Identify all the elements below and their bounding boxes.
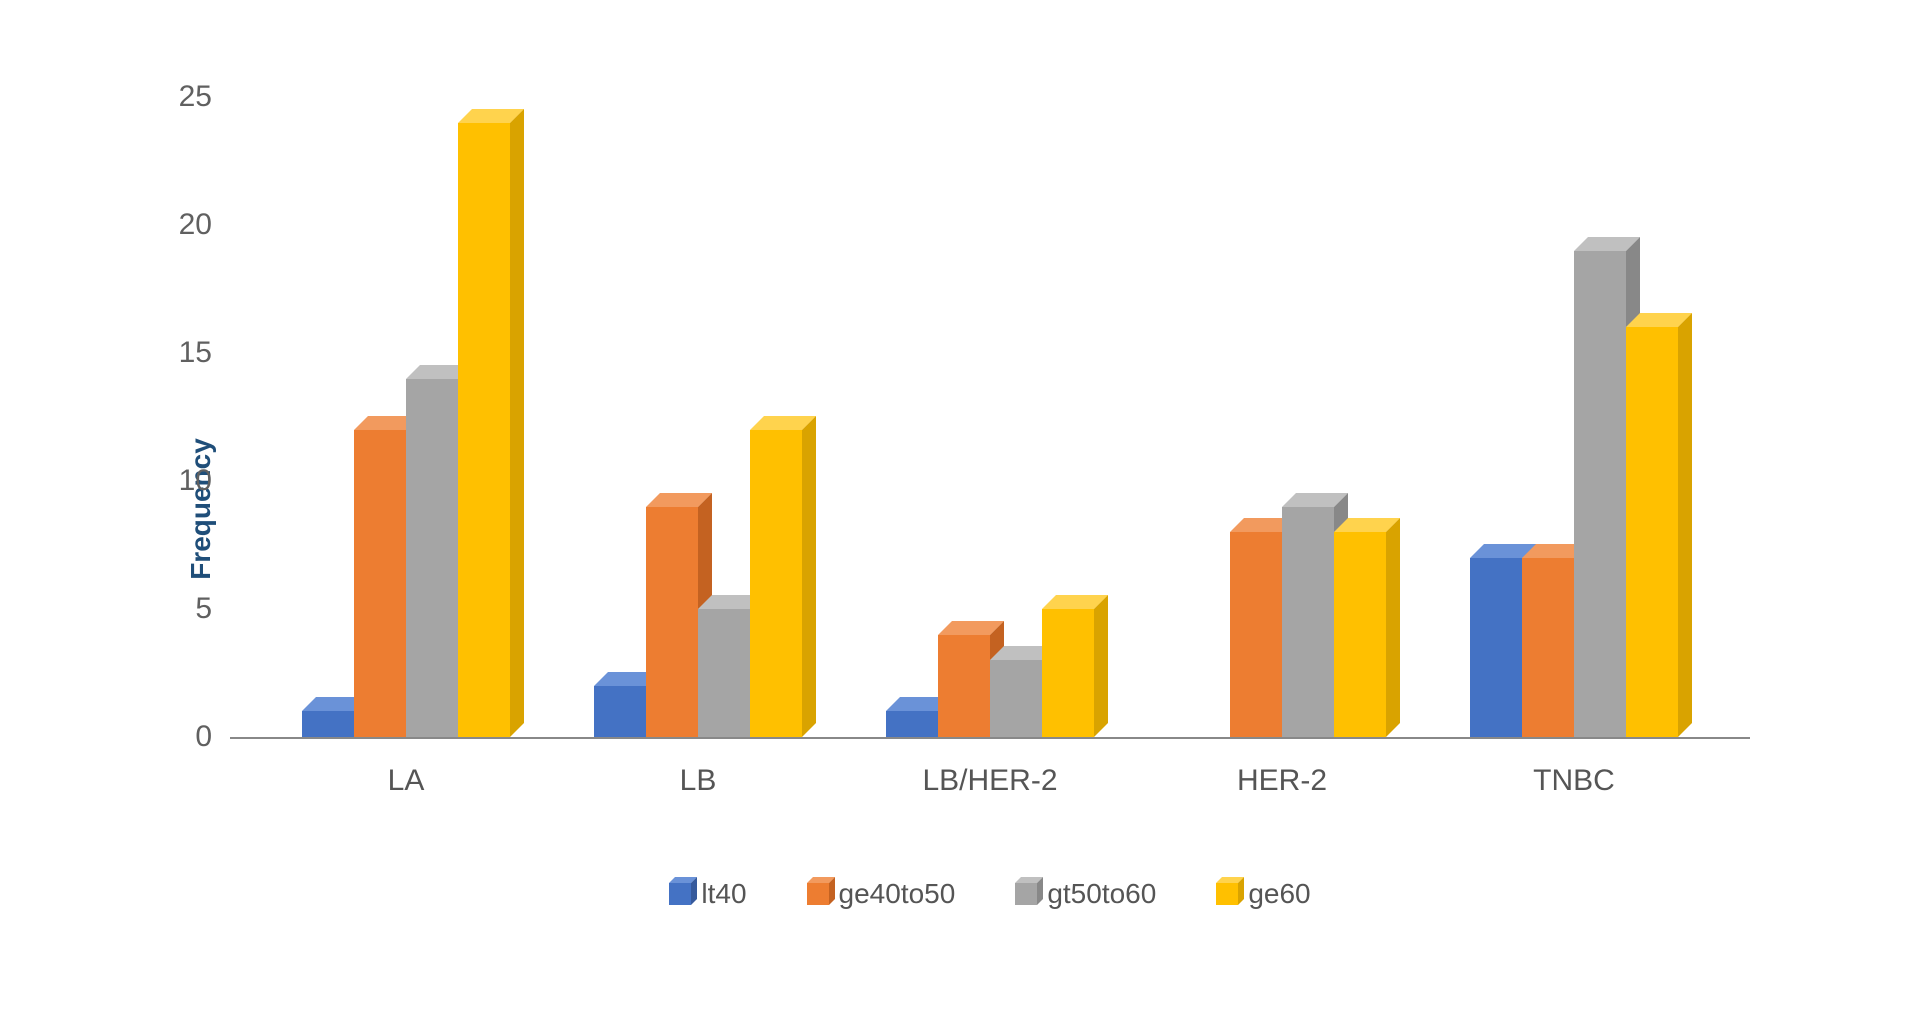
bar bbox=[1282, 507, 1334, 737]
legend-label: gt50to60 bbox=[1047, 878, 1156, 910]
legend: lt40 ge40to50 gt50to60 ge60 bbox=[230, 878, 1750, 910]
legend-item: ge40to50 bbox=[807, 878, 956, 910]
bar-groups bbox=[230, 99, 1750, 737]
bar bbox=[698, 609, 750, 737]
plot-area: 0510152025 bbox=[230, 99, 1750, 739]
legend-item: ge60 bbox=[1216, 878, 1310, 910]
y-axis-label: Frequency bbox=[185, 438, 217, 580]
bar bbox=[1230, 532, 1282, 737]
x-axis-label: LA bbox=[260, 764, 552, 798]
bar bbox=[594, 686, 646, 737]
bar-group bbox=[1470, 251, 1678, 737]
y-tick-label: 15 bbox=[179, 336, 230, 370]
bar bbox=[886, 711, 938, 737]
bar bbox=[458, 123, 510, 737]
bar-group bbox=[1178, 507, 1386, 737]
chart-container: Frequency 0510152025 LALBLB/HER-2HER-2TN… bbox=[110, 59, 1810, 959]
bar bbox=[406, 379, 458, 737]
bar-group bbox=[302, 123, 510, 737]
x-axis-label: LB/HER-2 bbox=[844, 764, 1136, 798]
legend-swatch bbox=[669, 883, 691, 905]
bar bbox=[302, 711, 354, 737]
bar bbox=[1626, 327, 1678, 737]
bar bbox=[990, 660, 1042, 737]
bar bbox=[938, 635, 990, 737]
bar bbox=[1522, 558, 1574, 737]
legend-label: ge60 bbox=[1248, 878, 1310, 910]
bar-group bbox=[594, 430, 802, 737]
legend-swatch bbox=[1015, 883, 1037, 905]
x-axis-label: TNBC bbox=[1428, 764, 1720, 798]
y-tick-label: 20 bbox=[179, 208, 230, 242]
bar bbox=[1574, 251, 1626, 737]
y-tick-label: 10 bbox=[179, 464, 230, 498]
legend-label: lt40 bbox=[701, 878, 746, 910]
legend-label: ge40to50 bbox=[839, 878, 956, 910]
x-axis-label: HER-2 bbox=[1136, 764, 1428, 798]
legend-swatch bbox=[807, 883, 829, 905]
bar bbox=[1042, 609, 1094, 737]
x-axis-labels: LALBLB/HER-2HER-2TNBC bbox=[230, 739, 1750, 798]
bar bbox=[354, 430, 406, 737]
bar bbox=[646, 507, 698, 737]
y-tick-label: 0 bbox=[195, 720, 230, 754]
legend-swatch bbox=[1216, 883, 1238, 905]
bar-group bbox=[886, 609, 1094, 737]
legend-item: gt50to60 bbox=[1015, 878, 1156, 910]
y-tick-label: 25 bbox=[179, 80, 230, 114]
legend-item: lt40 bbox=[669, 878, 746, 910]
bar bbox=[1334, 532, 1386, 737]
y-tick-label: 5 bbox=[195, 592, 230, 626]
x-axis-label: LB bbox=[552, 764, 844, 798]
bar bbox=[1470, 558, 1522, 737]
bar bbox=[750, 430, 802, 737]
